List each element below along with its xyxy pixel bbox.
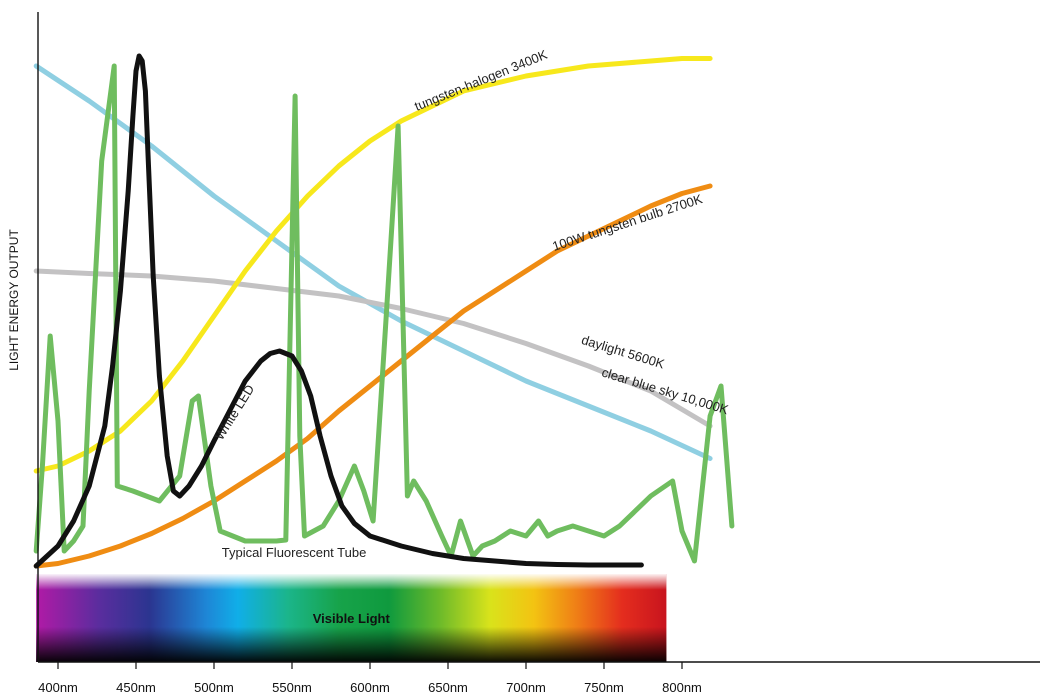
- curves-layer: [33, 53, 735, 569]
- y-axis-title: LIGHT ENERGY OUTPUT: [7, 229, 21, 371]
- series-label-clear-blue-sky-10-000k: clear blue sky 10,000K: [600, 365, 730, 418]
- series-label-tungsten-halogen-3400k: tungsten-halogen 3400K: [412, 47, 549, 114]
- x-tick-label-600: 600nm: [350, 680, 390, 695]
- x-tick-label-400: 400nm: [38, 680, 78, 695]
- x-tick-label-450: 450nm: [116, 680, 156, 695]
- visible-light-label: Visible Light: [313, 611, 391, 626]
- x-axis-ticks: 400nm 450nm 500nm 550nm 600nm 650nm 700nm 750nm…: [38, 662, 702, 695]
- x-tick-label-500: 500nm: [194, 680, 234, 695]
- series-line-100w-tungsten-bulb-2700k: [33, 183, 713, 569]
- series-label-100w-tungsten-bulb-2700k: 100W tungsten bulb 2700K: [550, 191, 704, 254]
- visible-light-band: Visible Light: [36, 574, 667, 662]
- series-line-tungsten-halogen-3400k: [33, 56, 713, 474]
- spectrum-shading: [36, 574, 667, 662]
- axes: 400nm 450nm 500nm 550nm 600nm 650nm 700nm 750nm…: [7, 12, 1040, 695]
- series-label-typical-fluorescent-tube: Typical Fluorescent Tube: [222, 545, 367, 560]
- series-line-white-led: [33, 53, 644, 569]
- x-tick-label-750: 750nm: [584, 680, 624, 695]
- x-tick-label-550: 550nm: [272, 680, 312, 695]
- series-line-typical-fluorescent-tube: [33, 63, 735, 564]
- series-label-white-led: White LED: [212, 382, 258, 443]
- x-tick-label-800: 800nm: [662, 680, 702, 695]
- x-tick-label-650: 650nm: [428, 680, 468, 695]
- x-tick-label-700: 700nm: [506, 680, 546, 695]
- series-line-daylight-5600k: [33, 268, 713, 429]
- series-line-clear-blue-sky-10-000k: [33, 63, 713, 461]
